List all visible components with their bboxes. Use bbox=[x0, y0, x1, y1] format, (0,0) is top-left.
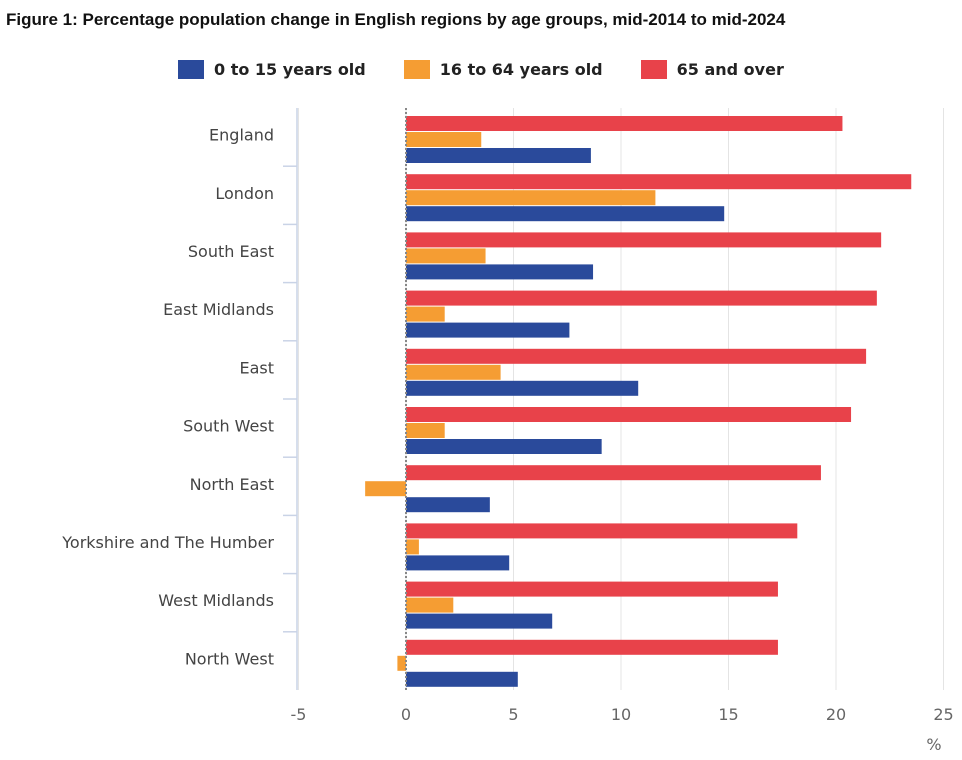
bar-west-midlands-1[interactable] bbox=[406, 597, 454, 613]
legend-label-65-over: 65 and over bbox=[676, 59, 784, 79]
category-label: North West bbox=[185, 649, 274, 668]
bar-england-0[interactable] bbox=[406, 116, 843, 131]
legend-label-16-64: 16 to 64 years old bbox=[439, 59, 603, 79]
legend: 0 to 15 years old 16 to 64 years old 65 … bbox=[178, 58, 822, 80]
bar-south-east-2[interactable] bbox=[406, 264, 594, 280]
bar-east-midlands-2[interactable] bbox=[406, 322, 570, 338]
bar-north-east-1[interactable] bbox=[365, 481, 406, 497]
category-labels: England London South East East Midlands East… bbox=[61, 126, 274, 669]
category-label: North East bbox=[190, 475, 274, 494]
x-tick-label: 15 bbox=[718, 705, 738, 724]
x-tick-label: -5 bbox=[291, 705, 307, 724]
bar-south-east-0[interactable] bbox=[406, 232, 882, 248]
legend-swatch-65-over bbox=[640, 59, 667, 79]
bar-east-midlands-0[interactable] bbox=[406, 290, 877, 306]
category-label: London bbox=[215, 184, 274, 203]
x-axis-unit-label: % bbox=[926, 735, 941, 754]
legend-item-16-64[interactable]: 16 to 64 years old bbox=[403, 59, 603, 79]
bar-north-west-2[interactable] bbox=[406, 671, 518, 687]
bar-south-east-1[interactable] bbox=[406, 248, 486, 264]
bar-north-east-2[interactable] bbox=[406, 497, 490, 513]
bar-west-midlands-2[interactable] bbox=[406, 613, 553, 629]
x-tick-labels: -5 0 5 10 15 20 25 bbox=[291, 705, 954, 724]
bar-east-1[interactable] bbox=[406, 364, 501, 380]
bar-west-midlands-0[interactable] bbox=[406, 581, 778, 597]
bar-london-2[interactable] bbox=[406, 206, 725, 222]
chart-title: Figure 1: Percentage population change i… bbox=[6, 10, 786, 29]
category-label: East Midlands bbox=[163, 300, 274, 319]
legend-label-0-15: 0 to 15 years old bbox=[214, 59, 366, 79]
bar-london-0[interactable] bbox=[406, 174, 912, 190]
category-label: East bbox=[239, 358, 274, 377]
category-label: West Midlands bbox=[158, 591, 274, 610]
category-label: South East bbox=[188, 242, 274, 261]
bar-england-2[interactable] bbox=[406, 148, 591, 163]
x-tick-label: 20 bbox=[826, 705, 846, 724]
bar-south-west-2[interactable] bbox=[406, 439, 602, 454]
bar-england-1[interactable] bbox=[406, 132, 482, 147]
x-tick-label: 0 bbox=[401, 705, 411, 724]
bar-north-west-0[interactable] bbox=[406, 639, 778, 655]
bar-south-west-0[interactable] bbox=[406, 407, 852, 422]
legend-item-65-over[interactable]: 65 and over bbox=[640, 59, 784, 79]
bar-yorkshire-and-the-humber-1[interactable] bbox=[406, 539, 419, 555]
x-tick-label: 25 bbox=[933, 705, 953, 724]
bar-east-0[interactable] bbox=[406, 348, 867, 364]
category-label: Yorkshire and The Humber bbox=[61, 533, 274, 552]
bar-north-west-1[interactable] bbox=[397, 655, 406, 671]
x-tick-label: 10 bbox=[611, 705, 631, 724]
category-label: England bbox=[209, 126, 274, 145]
legend-item-0-15[interactable]: 0 to 15 years old bbox=[178, 59, 366, 79]
legend-swatch-0-15 bbox=[178, 59, 204, 79]
bar-east-midlands-1[interactable] bbox=[406, 306, 445, 322]
bar-yorkshire-and-the-humber-0[interactable] bbox=[406, 523, 798, 539]
bar-south-west-1[interactable] bbox=[406, 423, 445, 438]
bar-north-east-0[interactable] bbox=[406, 465, 821, 481]
bar-london-1[interactable] bbox=[406, 190, 656, 206]
x-tick-label: 5 bbox=[508, 705, 518, 724]
bar-yorkshire-and-the-humber-2[interactable] bbox=[406, 555, 510, 571]
bar-east-2[interactable] bbox=[406, 380, 639, 396]
legend-swatch-16-64 bbox=[403, 59, 430, 79]
bars bbox=[365, 108, 912, 690]
category-label: South West bbox=[183, 417, 274, 436]
